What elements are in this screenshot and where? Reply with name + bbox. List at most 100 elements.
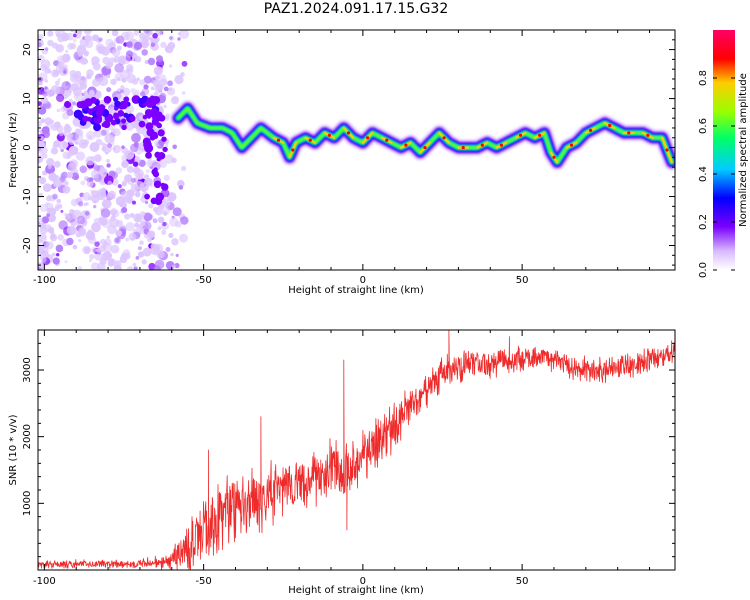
spectrogram-noise-blob <box>139 211 146 217</box>
spectrogram-noise-blob <box>46 158 55 167</box>
spectrogram-ridge-peak <box>569 143 574 147</box>
spectrogram-noise-blob <box>86 69 94 77</box>
spectrogram-noise-blob <box>163 104 167 109</box>
spectrogram-noise-blob <box>134 56 142 63</box>
spectrogram-noise-blob <box>169 64 173 68</box>
spectrogram-noise-blob <box>142 247 152 257</box>
spectrogram-noise-blob <box>130 178 136 183</box>
spectrogram-noise-blob <box>143 30 151 34</box>
spectrogram-y-tick-label: 20 <box>22 43 33 56</box>
spectrogram-noise-blob <box>153 180 162 189</box>
spectrogram-noise-blob <box>101 198 112 209</box>
spectrogram-noise-blob <box>139 240 144 245</box>
spectrogram-noise-blob <box>119 255 128 264</box>
spectrogram-noise-blob <box>153 265 161 270</box>
snr-y-ticks: 1000 2000 3000 <box>22 329 675 571</box>
spectrogram-noise-blob <box>161 206 170 216</box>
spectrogram-noise-blob <box>153 218 158 224</box>
spectrogram-noise-blob <box>75 151 86 161</box>
spectrogram-noise-blob <box>156 55 163 63</box>
spectrogram-noise-blob <box>56 108 61 113</box>
spectrogram-noise-blob <box>100 46 111 56</box>
spectrogram-noise-blob <box>178 185 184 190</box>
spectrogram-noise-blob <box>55 80 60 86</box>
snr-x-tick-label: 0 <box>360 576 366 587</box>
spectrogram-noise-blob <box>121 207 128 213</box>
spectrogram-noise-blob <box>180 216 189 225</box>
spectrogram-noise-blob <box>143 140 152 149</box>
snr-y-axis-label: SNR (10 * v/v) <box>8 414 19 485</box>
spectrogram-noise-blob <box>115 167 123 174</box>
spectrogram-noise-blob <box>83 202 88 207</box>
spectrogram-noise-blob <box>60 65 64 69</box>
spectrogram-x-tick-label: 50 <box>516 275 529 286</box>
spectrogram-noise-blob <box>50 85 61 95</box>
spectrogram-noise-blob <box>89 142 100 152</box>
spectrogram-noise-blob <box>46 213 50 218</box>
spectrogram-noise-blob <box>140 221 146 227</box>
spectrogram-noise-blob <box>87 116 92 122</box>
spectrogram-noise-blob <box>121 55 131 64</box>
spectrogram-ridge-peak <box>480 143 484 147</box>
spectrogram-noise-blob <box>121 124 127 131</box>
spectrogram-noise-blob <box>75 132 84 142</box>
spectrogram-noise-blob <box>164 47 169 52</box>
spectrogram-noise-blob <box>52 193 58 200</box>
spectrogram-ridge-peak <box>404 143 408 147</box>
spectrogram-noise-blob <box>55 244 64 253</box>
spectrogram-noise-blob <box>175 253 179 257</box>
spectrogram-noise-blob <box>137 246 142 251</box>
spectrogram-noise-blob <box>163 86 169 92</box>
spectrogram-noise-blob <box>145 200 149 205</box>
colorbar-tick-label: 0.6 <box>698 118 709 134</box>
spectrogram-noise-blob <box>146 169 150 173</box>
spectrogram-noise-blob <box>71 146 79 154</box>
spectrogram-noise-blob <box>106 87 112 93</box>
spectrogram-ridge-peak <box>291 148 295 152</box>
spectrogram-noise-blob <box>164 154 174 164</box>
spectrogram-noise-blob <box>153 167 158 172</box>
spectrogram-noise-blob <box>133 266 138 270</box>
spectrogram-noise-blob <box>90 97 97 104</box>
spectrogram-noise-blob <box>172 207 182 217</box>
spectrogram-noise-blob <box>115 35 125 44</box>
spectrogram-noise-blob <box>120 85 125 90</box>
spectrogram-noise-blob <box>82 192 91 201</box>
spectrogram-noise-blob <box>81 142 86 147</box>
spectrogram-noise-blob <box>47 226 55 233</box>
spectrogram-noise-blob <box>147 57 156 66</box>
spectrogram-noise-blob <box>62 186 71 194</box>
spectrogram-noise-blob <box>179 233 188 243</box>
spectrogram-noise-blob <box>38 233 47 242</box>
spectrogram-noise-blob <box>56 198 61 204</box>
spectrogram-noise-blob <box>179 30 190 39</box>
spectrogram-noise-blob <box>111 30 119 37</box>
spectrogram-noise-blob <box>80 180 86 186</box>
snr-plot-area <box>38 330 675 570</box>
spectrogram-noise-blob <box>136 224 142 229</box>
spectrogram-noise-blob <box>74 140 79 145</box>
spectrogram-noise-blob <box>152 32 158 39</box>
spectrogram-noise-blob <box>69 226 78 235</box>
spectrogram-noise-blob <box>61 81 71 91</box>
spectrogram-noise-blob <box>60 106 67 112</box>
spectrogram-noise-blob <box>77 266 82 270</box>
spectrogram-noise-blob <box>57 234 64 241</box>
spectrogram-noise-blob <box>121 181 127 187</box>
spectrogram-noise-blob <box>157 129 165 137</box>
spectrogram-noise-blob <box>75 232 82 238</box>
spectrogram-noise-blob <box>117 110 125 117</box>
spectrogram-x-tick-label: -100 <box>33 275 56 286</box>
spectrogram-noise-blob <box>143 84 149 90</box>
spectrogram-ridge-peak <box>518 133 523 137</box>
spectrogram-noise-blob <box>148 203 154 209</box>
spectrogram-noise-blob <box>115 238 120 243</box>
spectrogram-noise-blob <box>143 75 152 84</box>
spectrogram-ridge-peak <box>327 133 331 137</box>
spectrogram-noise-blob <box>181 60 188 67</box>
spectrogram-ridge-peak <box>608 123 612 128</box>
spectrogram-noise-blob <box>130 143 139 153</box>
spectrogram-noise-blob <box>93 123 102 132</box>
spectrogram-noise-blob <box>167 41 176 50</box>
